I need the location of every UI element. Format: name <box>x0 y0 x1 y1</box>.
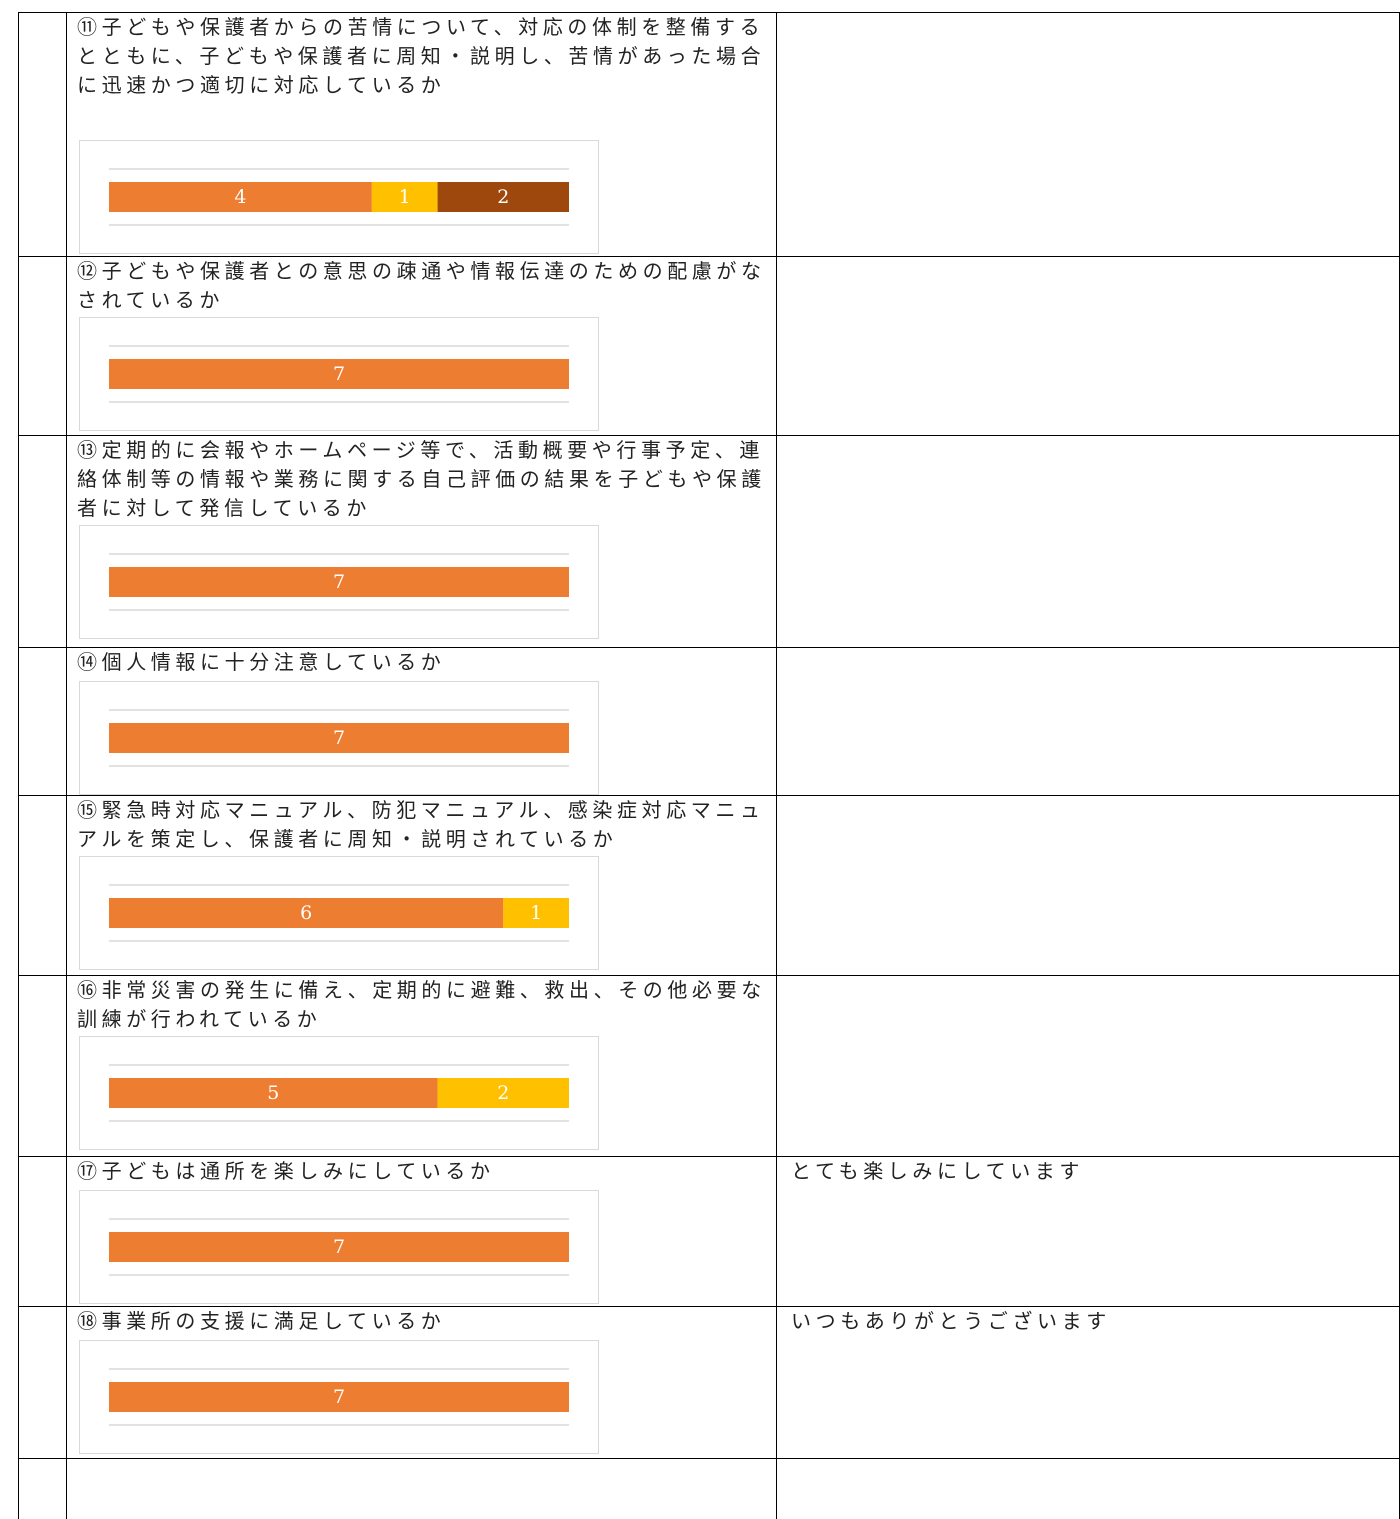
bar-segment <box>109 1232 569 1262</box>
survey-table: ⑪子どもや保護者からの苦情について、対応の体制を整備するとともに、子どもや保護者… <box>18 12 1400 1519</box>
bar-segment <box>437 182 569 212</box>
comment: とても楽しみにしています <box>791 1159 1084 1183</box>
bar-label: 2 <box>497 1082 509 1104</box>
bar-label: 7 <box>333 571 345 593</box>
comment-cell <box>776 256 1400 436</box>
question-cell: ⑪子どもや保護者からの苦情について、対応の体制を整備するとともに、子どもや保護者… <box>66 12 777 257</box>
number-cell <box>18 1458 67 1519</box>
question: ⑰子どもは通所を楽しみにしているか <box>77 1159 495 1183</box>
bar-label: 1 <box>530 902 542 924</box>
number-cell <box>18 647 67 796</box>
question-cell: ⑭個人情報に十分注意しているか 7 <box>66 647 777 796</box>
question: ⑭個人情報に十分注意しているか <box>77 650 446 674</box>
number-cell <box>18 1156 67 1307</box>
question: ⑱事業所の支援に満足しているか <box>77 1309 446 1333</box>
chart: 7 <box>79 525 599 639</box>
row: ⑮緊急時対応マニュアル、防犯マニュアル、感染症対応マニュアルを策定し、保護者に周… <box>18 795 1400 976</box>
comment-cell <box>776 12 1400 257</box>
bar-segment <box>503 898 569 928</box>
question: ⑬定期的に会報やホームページ等で、活動概要や行事予定、連絡体制等の情報や業務に関… <box>77 438 766 520</box>
comment-cell <box>776 647 1400 796</box>
bar-label: 7 <box>333 1386 345 1408</box>
row: ⑯非常災害の発生に備え、定期的に避難、救出、その他必要な訓練が行われているか 5 2 <box>18 975 1400 1157</box>
question-cell: ⑰子どもは通所を楽しみにしているか 7 <box>66 1156 777 1307</box>
bar-segment <box>109 182 372 212</box>
chart: 7 <box>79 1340 599 1454</box>
comment-cell <box>776 435 1400 648</box>
bar-segment <box>109 1078 438 1108</box>
bar-label: 7 <box>333 1236 345 1258</box>
question: ⑮緊急時対応マニュアル、防犯マニュアル、感染症対応マニュアルを策定し、保護者に周… <box>77 798 765 851</box>
chart: 4 1 2 <box>79 140 599 254</box>
row: ⑰子どもは通所を楽しみにしているか 7 とても楽しみにしています <box>18 1156 1400 1307</box>
bar-label: 7 <box>333 727 345 749</box>
number-cell <box>18 1306 67 1459</box>
bar-segment <box>109 1382 569 1412</box>
comment-cell <box>776 1458 1400 1519</box>
question: ⑫子どもや保護者との意思の疎通や情報伝達のための配慮がなされているか <box>77 259 766 312</box>
bar-label: 1 <box>399 186 411 208</box>
bar-label: 6 <box>300 902 312 924</box>
number-cell <box>18 435 67 648</box>
bar-label: 5 <box>267 1082 279 1104</box>
number-cell <box>18 12 67 257</box>
comment-cell: いつもありがとうございます <box>776 1306 1400 1459</box>
question-cell: ⑱事業所の支援に満足しているか 7 <box>66 1306 777 1459</box>
bar-segment <box>109 359 569 389</box>
bar-segment <box>109 723 569 753</box>
row <box>18 1458 1400 1519</box>
comment-cell: とても楽しみにしています <box>776 1156 1400 1307</box>
chart: 7 <box>79 681 599 795</box>
bar-segment <box>437 1078 569 1108</box>
row: ⑫子どもや保護者との意思の疎通や情報伝達のための配慮がなされているか 7 <box>18 256 1400 436</box>
bar-label: 4 <box>234 186 246 208</box>
bar-label: 7 <box>333 363 345 385</box>
question-cell: ⑯非常災害の発生に備え、定期的に避難、救出、その他必要な訓練が行われているか 5 2 <box>66 975 777 1157</box>
row: ⑬定期的に会報やホームページ等で、活動概要や行事予定、連絡体制等の情報や業務に関… <box>18 435 1400 648</box>
bar-segment <box>371 182 438 212</box>
question-cell: ⑬定期的に会報やホームページ等で、活動概要や行事予定、連絡体制等の情報や業務に関… <box>66 435 777 648</box>
row: ⑱事業所の支援に満足しているか 7 いつもありがとうございます <box>18 1306 1400 1459</box>
number-cell <box>18 975 67 1157</box>
number-cell <box>18 256 67 436</box>
question-cell: ⑮緊急時対応マニュアル、防犯マニュアル、感染症対応マニュアルを策定し、保護者に周… <box>66 795 777 976</box>
bar-label: 2 <box>497 186 509 208</box>
row: ⑭個人情報に十分注意しているか 7 <box>18 647 1400 796</box>
question: ⑯非常災害の発生に備え、定期的に避難、救出、その他必要な訓練が行われているか <box>77 978 766 1031</box>
number-cell <box>18 795 67 976</box>
comment: いつもありがとうございます <box>791 1309 1111 1333</box>
question: ⑪子どもや保護者からの苦情について、対応の体制を整備するとともに、子どもや保護者… <box>77 15 766 97</box>
row: ⑪子どもや保護者からの苦情について、対応の体制を整備するとともに、子どもや保護者… <box>18 12 1400 257</box>
question-cell <box>66 1458 777 1519</box>
chart: 7 <box>79 317 599 431</box>
comment-cell <box>776 975 1400 1157</box>
bar-segment <box>109 567 569 597</box>
comment-cell <box>776 795 1400 976</box>
question-cell: ⑫子どもや保護者との意思の疎通や情報伝達のための配慮がなされているか 7 <box>66 256 777 436</box>
chart: 7 <box>79 1190 599 1304</box>
bar-segment <box>109 898 504 928</box>
